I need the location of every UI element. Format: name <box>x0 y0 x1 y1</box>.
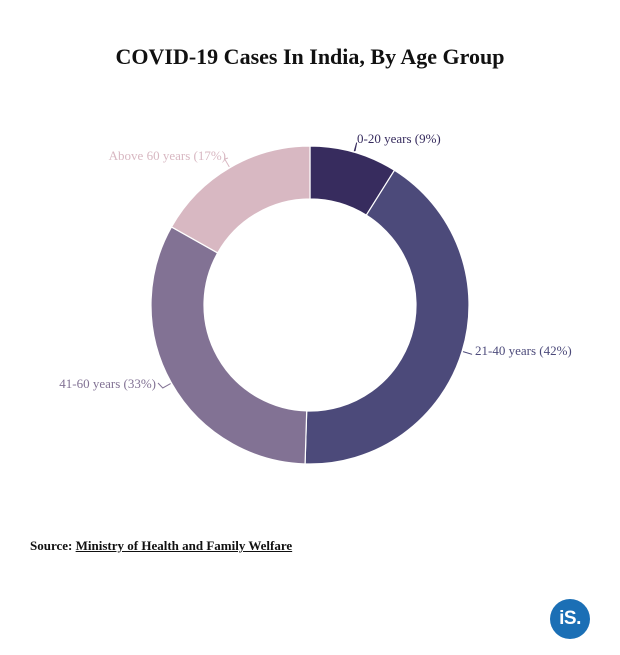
slice-label: Above 60 years (17%) <box>109 148 226 163</box>
source-line: Source: Ministry of Health and Family We… <box>30 538 292 554</box>
leader-line <box>462 351 473 355</box>
slice-label: 21-40 years (42%) <box>475 343 572 358</box>
source-link[interactable]: Ministry of Health and Family Welfare <box>75 538 293 553</box>
donut-slice-21-40-years[interactable] <box>304 169 470 465</box>
slice-label: 41-60 years (33%) <box>59 376 156 391</box>
source-label: Source: <box>30 538 73 553</box>
donut-slice-41-60-years[interactable] <box>150 226 308 465</box>
donut-slice-above-60-years[interactable] <box>170 145 311 254</box>
slice-label: 0-20 years (9%) <box>357 131 441 146</box>
chart-title: COVID-19 Cases In India, By Age Group <box>115 44 505 69</box>
brand-logo[interactable]: iS. <box>550 599 590 639</box>
leader-line <box>157 382 171 389</box>
leader-line <box>353 142 358 152</box>
leader-line <box>223 157 230 168</box>
